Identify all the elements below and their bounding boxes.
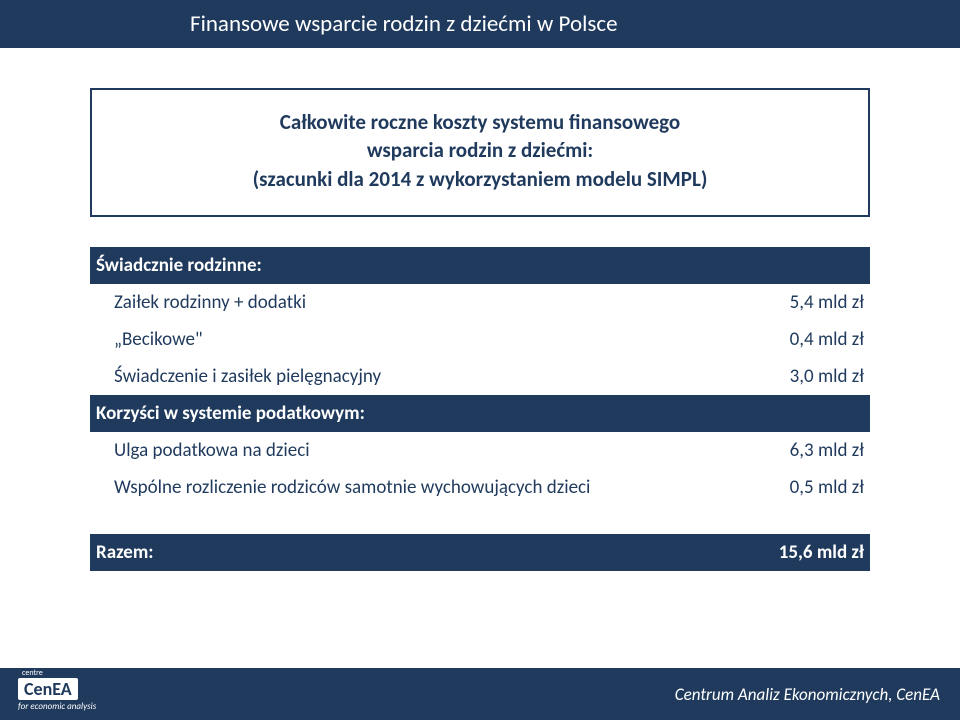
row-value: 3,0 mld zł <box>720 358 870 395</box>
logo-centre: centre <box>20 669 45 677</box>
logo-main: centre CenEA <box>18 678 78 700</box>
box-line3: (szacunki dla 2014 z wykorzystaniem mode… <box>253 166 708 192</box>
costs-table: Świadcznie rodzinne: Zaiłek rodzinny + d… <box>90 247 870 571</box>
table-row: Ulga podatkowa na dzieci 6,3 mld zł <box>90 432 870 469</box>
row-label: Ulga podatkowa na dzieci <box>90 432 720 469</box>
row-label: „Becikowe" <box>90 321 720 358</box>
footer-text: Centrum Analiz Ekonomicznych, CenEA <box>675 684 940 705</box>
logo: centre CenEA for economic analysis <box>18 678 96 711</box>
content-area: Całkowite roczne koszty systemu finansow… <box>0 48 960 571</box>
logo-sub: for economic analysis <box>18 702 96 711</box>
box-title: Całkowite roczne koszty systemu finansow… <box>116 108 844 193</box>
row-label: Świadczenie i zasiłek pielęgnacyjny <box>90 358 720 395</box>
spacer <box>90 506 870 534</box>
table-row: „Becikowe" 0,4 mld zł <box>90 321 870 358</box>
box-line2: wsparcia rodzin z dziećmi: <box>367 137 593 163</box>
row-value: 0,4 mld zł <box>720 321 870 358</box>
table-row: Zaiłek rodzinny + dodatki 5,4 mld zł <box>90 284 870 321</box>
table-row: Świadczenie i zasiłek pielęgnacyjny 3,0 … <box>90 358 870 395</box>
section-korzysci: Korzyści w systemie podatkowym: <box>90 395 870 432</box>
row-value: 0,5 mld zł <box>720 469 870 506</box>
header-bar: Finansowe wsparcie rodzin z dziećmi w Po… <box>0 0 960 48</box>
row-label: Zaiłek rodzinny + dodatki <box>90 284 720 321</box>
row-value: 5,4 mld zł <box>720 284 870 321</box>
total-label: Razem: <box>90 534 720 571</box>
footer-bar: centre CenEA for economic analysis Centr… <box>0 668 960 720</box>
logo-text: CenEA <box>24 678 72 700</box>
total-row: Razem: 15,6 mld zł <box>90 534 870 571</box>
summary-box: Całkowite roczne koszty systemu finansow… <box>90 88 870 217</box>
section-swiadczenia: Świadcznie rodzinne: <box>90 247 870 284</box>
box-line1: Całkowite roczne koszty systemu finansow… <box>280 109 680 135</box>
row-label: Wspólne rozliczenie rodziców samotnie wy… <box>90 469 720 506</box>
table-row: Wspólne rozliczenie rodziców samotnie wy… <box>90 469 870 506</box>
total-value: 15,6 mld zł <box>720 534 870 571</box>
section-label: Świadcznie rodzinne: <box>90 247 870 284</box>
section-label: Korzyści w systemie podatkowym: <box>90 395 870 432</box>
page-title: Finansowe wsparcie rodzin z dziećmi w Po… <box>190 10 618 38</box>
row-value: 6,3 mld zł <box>720 432 870 469</box>
